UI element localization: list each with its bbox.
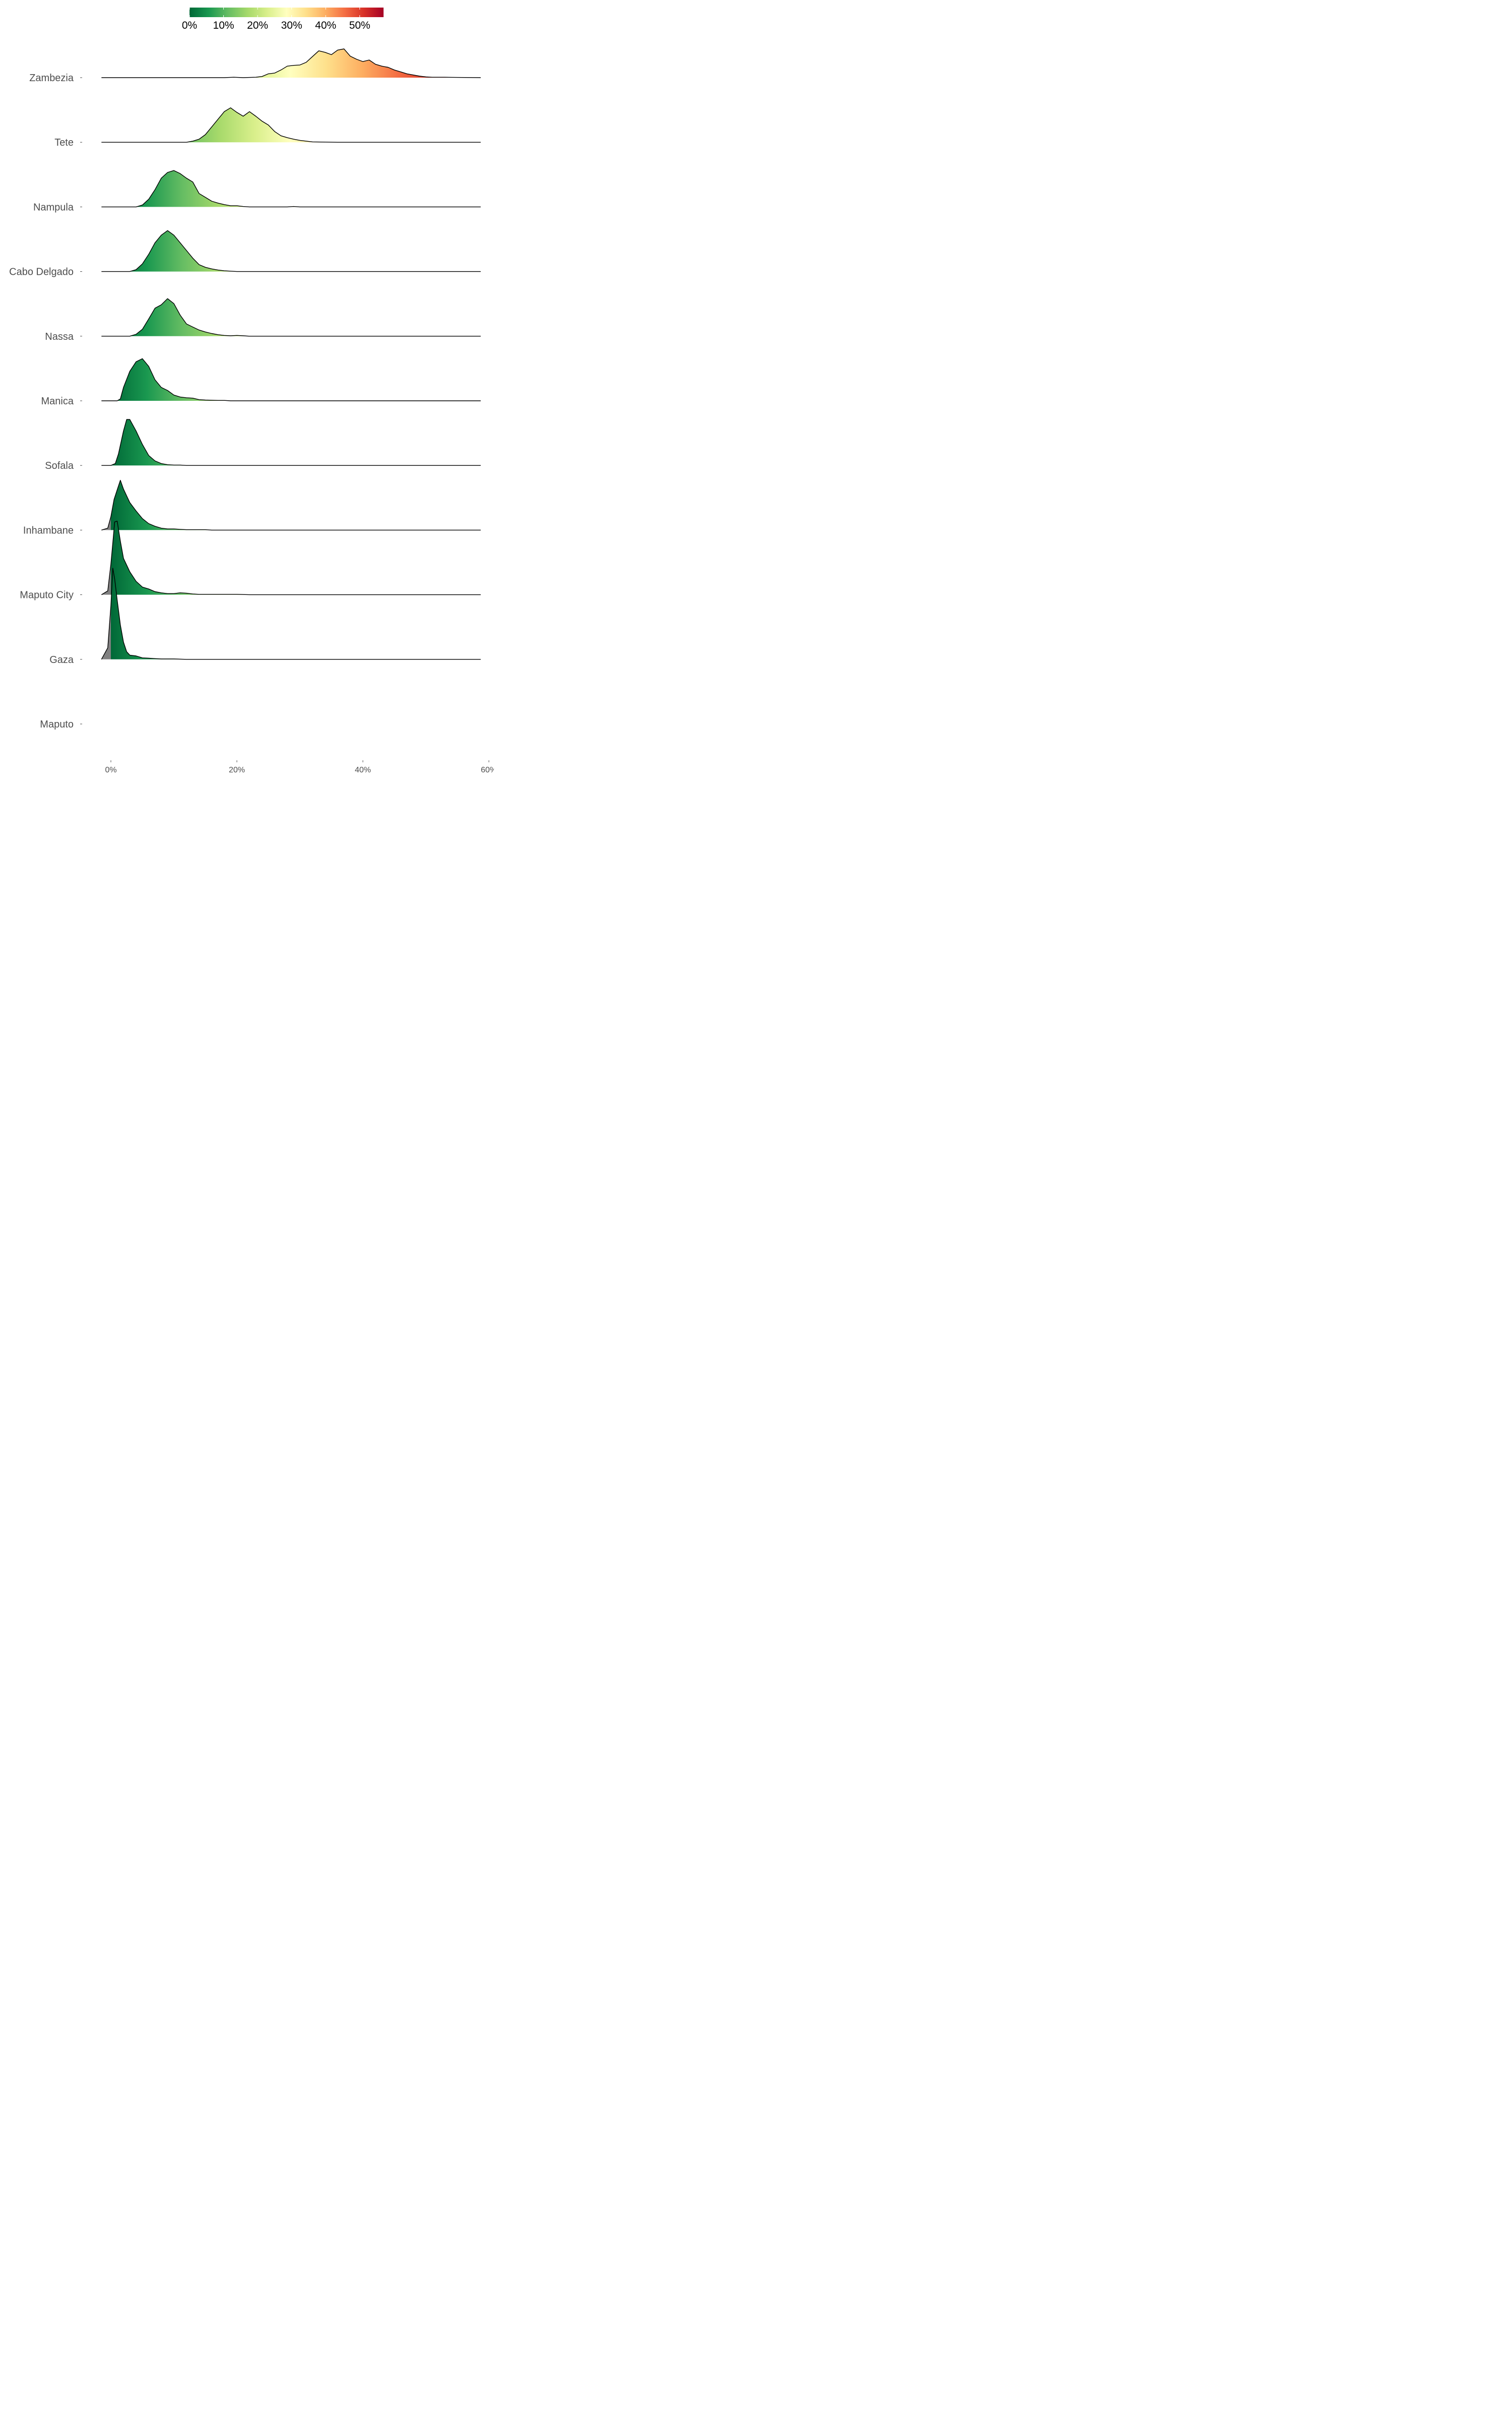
colorbar-tick-label: 30% xyxy=(281,20,302,31)
y-tick-label-maputo-city: Maputo City xyxy=(20,590,74,601)
ridge-fill xyxy=(111,480,481,530)
y-tick-label-cabo-delgado: Cabo Delgado xyxy=(9,267,74,278)
ridge-fill-negative xyxy=(101,419,481,465)
ridgeline-chart: 0% 10% 20% 30% 40% 50% Zambezia Tete Nampula Cab… xyxy=(9,8,494,774)
y-tick-label-zambezia: Zambezia xyxy=(29,73,74,84)
x-tick-label: 20% xyxy=(229,766,245,774)
colorbar-tick-label: 0% xyxy=(182,20,197,31)
y-tick-label-nampula: Nampula xyxy=(33,202,74,213)
ridge-outline xyxy=(101,358,481,401)
ridge-fill-negative xyxy=(101,516,111,530)
ridge-outline xyxy=(101,48,481,78)
ridge-nassa xyxy=(101,298,481,337)
ridge-fill xyxy=(111,49,481,78)
colorbar-legend: 0% 10% 20% 30% 40% 50% xyxy=(182,8,384,31)
ridge-outline xyxy=(101,568,481,660)
ridge-fill xyxy=(111,107,481,143)
ridge-outline xyxy=(101,479,481,531)
ridge-outline xyxy=(101,230,481,272)
ridge-outline xyxy=(101,419,481,466)
ridge-fill xyxy=(111,568,481,659)
y-tick-label-maputo: Maputo xyxy=(40,719,74,730)
y-tick-label-tete: Tete xyxy=(54,137,74,148)
ridge-nampula xyxy=(101,170,481,208)
ridge-fill xyxy=(111,170,481,207)
colorbar xyxy=(190,8,384,17)
colorbar-tick-label: 50% xyxy=(349,20,370,31)
ridges xyxy=(101,48,481,660)
x-tick-label: 0% xyxy=(105,766,116,774)
ridge-fill xyxy=(111,521,481,595)
ridge-fill xyxy=(111,230,481,272)
ridge-fill-negative xyxy=(101,564,111,595)
ridge-fill xyxy=(111,419,481,466)
colorbar-tick-label: 20% xyxy=(247,20,268,31)
x-tick-label: 40% xyxy=(355,766,371,774)
y-tick-label-manica: Manica xyxy=(41,396,74,407)
ridge-tete xyxy=(101,107,481,143)
colorbar-tick-label: 40% xyxy=(315,20,336,31)
ridge-zambezia xyxy=(101,48,481,78)
x-axis: 0% 20% 40% 60% xyxy=(105,760,494,774)
y-axis: Zambezia Tete Nampula Cabo Delgado Nassa Mani… xyxy=(9,73,82,730)
y-tick-label-gaza: Gaza xyxy=(49,654,74,666)
x-tick-label: 60% xyxy=(481,766,494,774)
ridge-gaza xyxy=(101,568,481,660)
ridge-fill xyxy=(111,358,481,401)
y-tick-label-sofala: Sofala xyxy=(45,460,74,471)
ridge-fill xyxy=(111,298,481,336)
ridge-maputo-city xyxy=(101,521,481,595)
ridge-outline xyxy=(101,170,481,208)
ridge-fill-negative xyxy=(101,606,111,659)
ridge-fill-negative xyxy=(101,108,481,142)
ridge-outline xyxy=(101,298,481,337)
y-tick-label-nassa: Nassa xyxy=(45,331,74,342)
ridge-outline xyxy=(101,107,481,143)
ridge-inhambane xyxy=(101,479,481,531)
ridge-manica xyxy=(101,358,481,401)
y-tick-label-inhambane: Inhambane xyxy=(23,525,74,536)
colorbar-tick-label: 10% xyxy=(213,20,234,31)
ridge-outline xyxy=(101,521,481,595)
ridge-cabo-delgado xyxy=(101,230,481,272)
ridge-sofala xyxy=(101,419,481,466)
